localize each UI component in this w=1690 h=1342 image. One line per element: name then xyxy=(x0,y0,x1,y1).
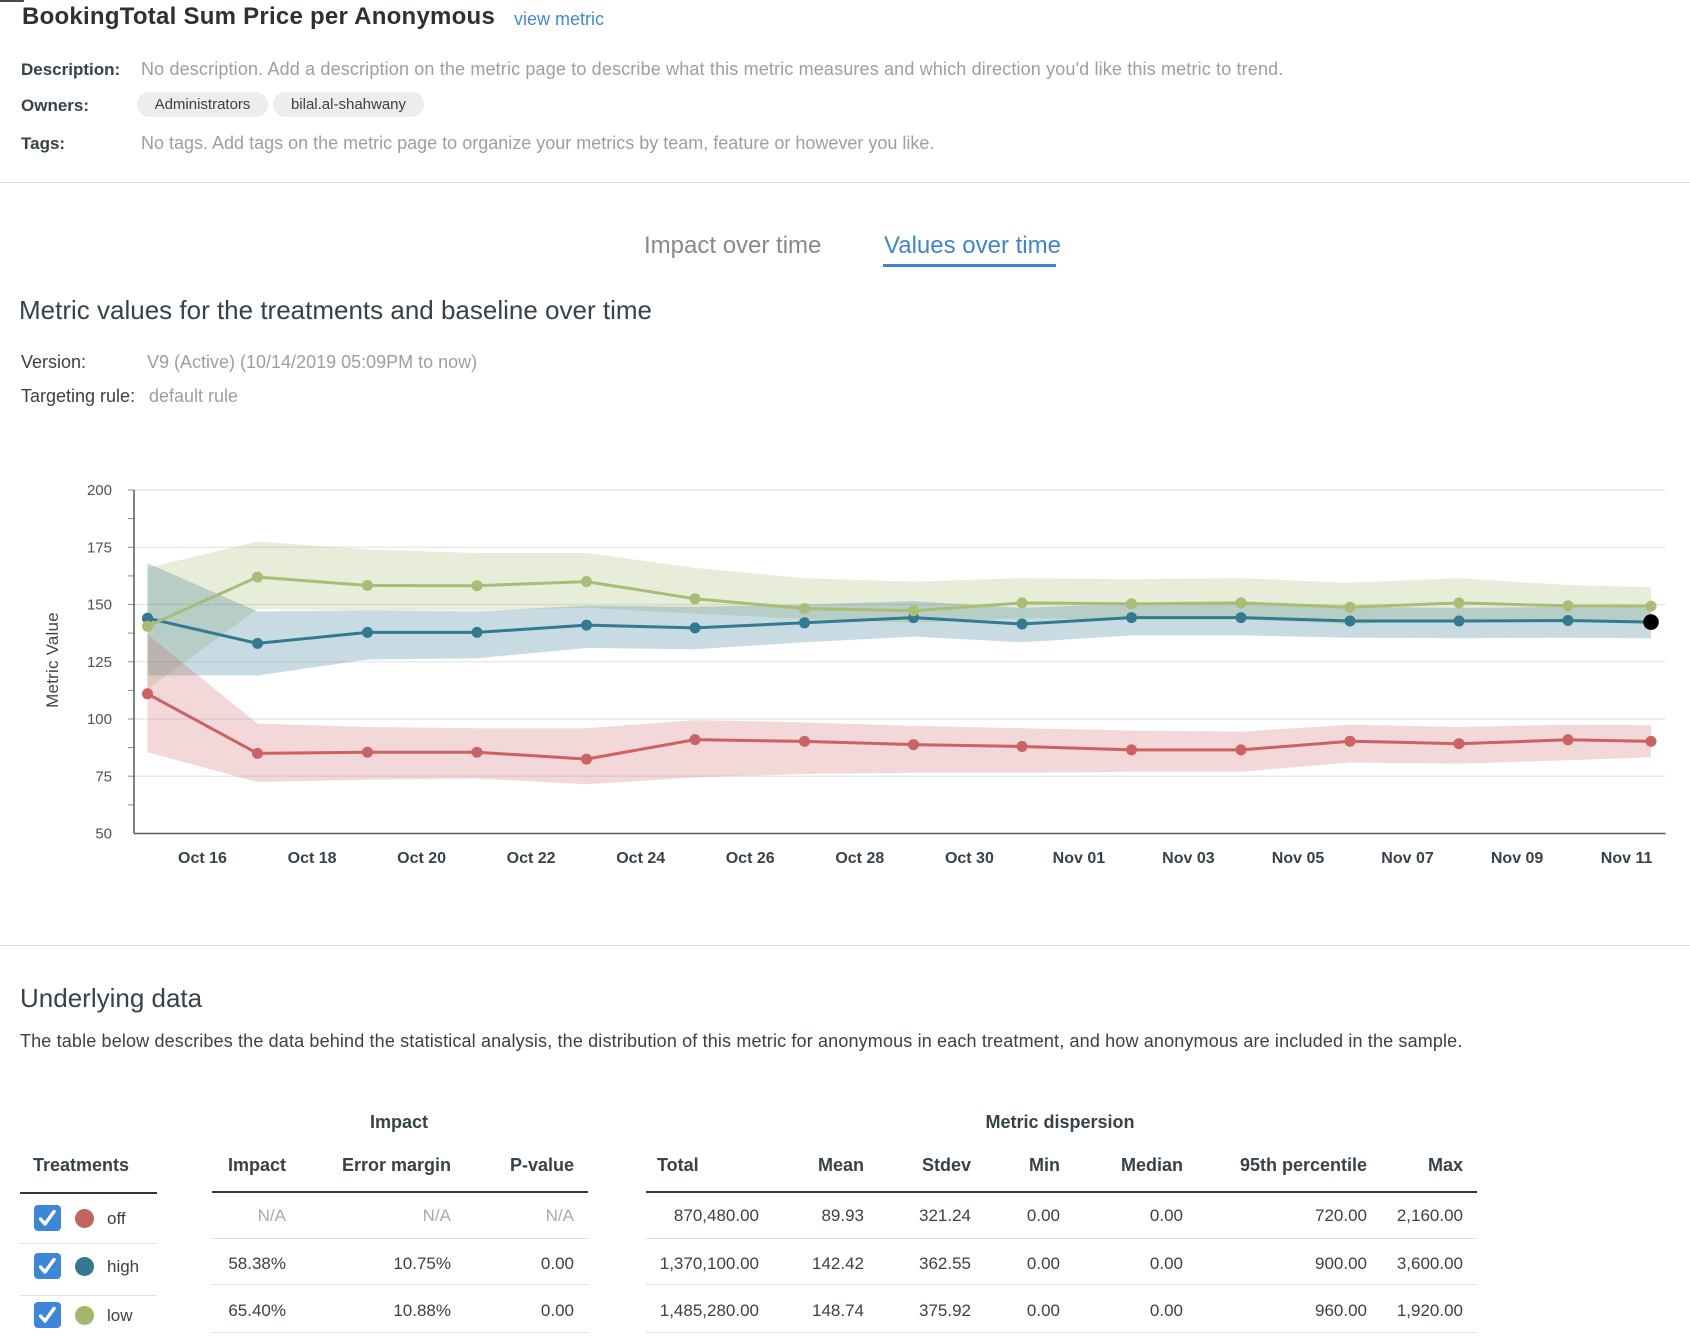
svg-text:Oct 22: Oct 22 xyxy=(507,850,556,867)
svg-text:Oct 20: Oct 20 xyxy=(397,850,446,867)
svg-text:Oct 30: Oct 30 xyxy=(945,850,994,867)
svg-text:175: 175 xyxy=(87,540,112,557)
svg-text:Nov 01: Nov 01 xyxy=(1053,850,1106,867)
svg-text:Oct 26: Oct 26 xyxy=(726,850,775,867)
svg-text:150: 150 xyxy=(87,597,112,614)
svg-text:75: 75 xyxy=(95,769,112,786)
svg-text:200: 200 xyxy=(87,482,112,499)
svg-text:Oct 16: Oct 16 xyxy=(178,850,227,867)
svg-text:Oct 18: Oct 18 xyxy=(288,850,337,867)
svg-text:50: 50 xyxy=(95,826,112,843)
svg-text:Nov 11: Nov 11 xyxy=(1601,850,1653,867)
svg-text:Nov 07: Nov 07 xyxy=(1381,850,1434,867)
svg-text:Oct 24: Oct 24 xyxy=(616,850,665,867)
svg-text:Oct 28: Oct 28 xyxy=(835,850,884,867)
svg-text:Nov 03: Nov 03 xyxy=(1162,850,1215,867)
svg-text:100: 100 xyxy=(87,711,112,728)
svg-text:Nov 05: Nov 05 xyxy=(1272,850,1325,867)
svg-text:Nov 09: Nov 09 xyxy=(1491,850,1544,867)
svg-text:Metric Value: Metric Value xyxy=(43,612,62,708)
svg-text:125: 125 xyxy=(87,654,112,671)
